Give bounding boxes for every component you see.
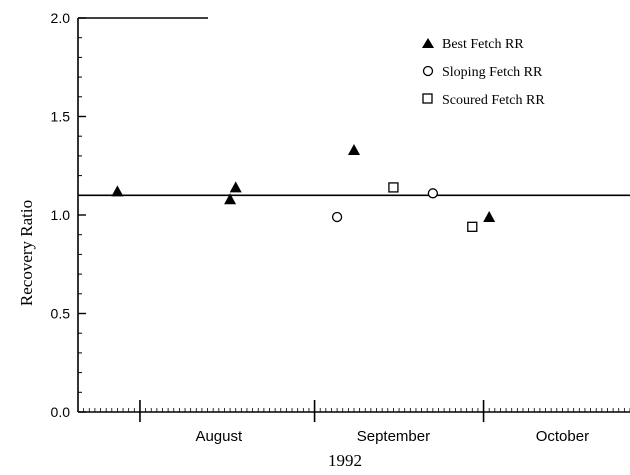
legend-entry-sloping-fetch: Sloping Fetch RR: [422, 65, 543, 80]
data-point-best-fetch: [111, 185, 124, 197]
x-axis-title: 1992: [328, 451, 362, 470]
y-tick-label: 1.5: [51, 109, 71, 125]
x-month-label: September: [357, 428, 430, 445]
legend-label-scoured-fetch: Scoured Fetch RR: [442, 93, 545, 108]
y-tick-label: 2.0: [51, 10, 71, 26]
legend-square-marker: [422, 93, 433, 104]
legend-label-best-fetch: Best Fetch RR: [442, 37, 524, 52]
axes-layer: 0.0 0.5 1.0 1.5 2.0 August September October: [51, 10, 630, 445]
y-axis-title: Recovery Ratio: [17, 200, 36, 306]
legend-triangle-marker: [422, 38, 434, 48]
data-point-best-fetch: [483, 210, 496, 222]
legend-circle-marker: [422, 65, 434, 77]
legend-entry-best-fetch: Best Fetch RR: [422, 37, 524, 52]
data-point-best-fetch: [348, 143, 360, 155]
data-point-scoured-fetch: [388, 182, 399, 193]
data-point-best-fetch: [229, 181, 242, 193]
marks-layer: [111, 143, 496, 232]
y-tick-label: 0.0: [51, 404, 71, 420]
y-tick-label: 0.5: [51, 306, 71, 322]
x-month-label: October: [536, 428, 589, 445]
y-tick-label: 1.0: [51, 207, 71, 223]
legend: Best Fetch RR Sloping Fetch RR Scoured F…: [422, 37, 545, 108]
data-point-scoured-fetch: [467, 221, 478, 232]
legend-label-sloping-fetch: Sloping Fetch RR: [442, 65, 543, 80]
x-month-label: August: [195, 428, 243, 445]
data-point-sloping-fetch: [331, 211, 343, 223]
data-point-sloping-fetch: [427, 188, 439, 199]
legend-entry-scoured-fetch: Scoured Fetch RR: [422, 93, 545, 108]
data-point-best-fetch: [224, 193, 237, 205]
